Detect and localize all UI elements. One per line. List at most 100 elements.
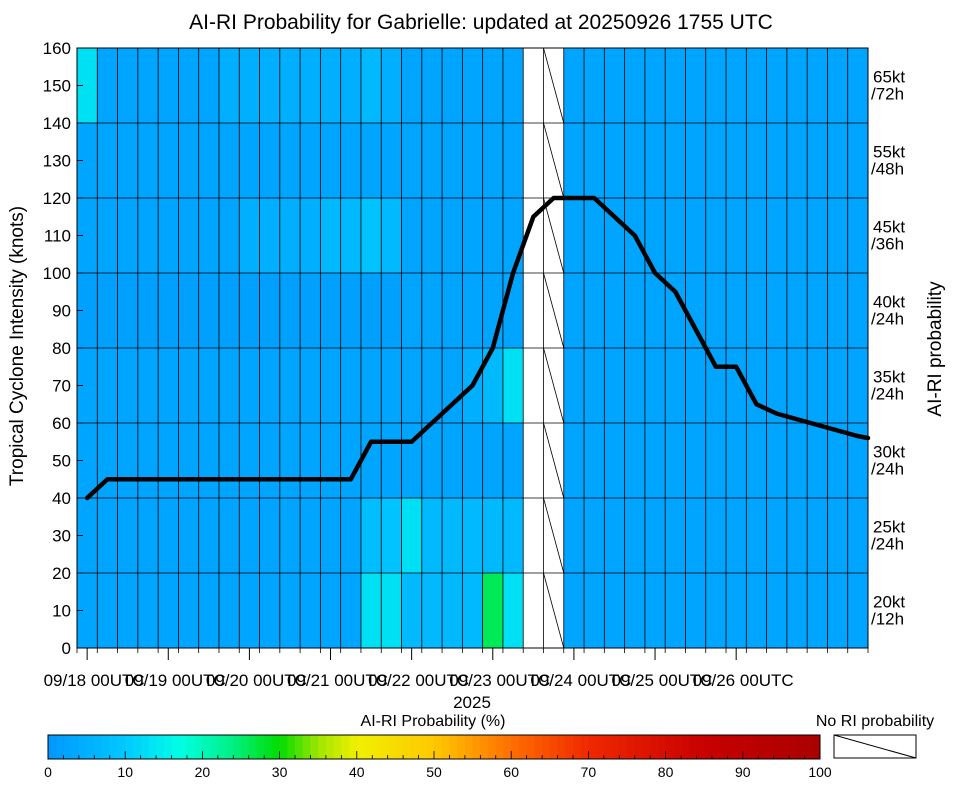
heatmap-cell	[786, 198, 808, 273]
colorbar-segment	[719, 735, 728, 759]
heatmap-cell	[259, 348, 281, 423]
heatmap-cell	[563, 423, 585, 498]
heatmap-cell	[381, 348, 402, 423]
heatmap-cell	[279, 573, 301, 648]
heatmap-cell	[218, 498, 240, 573]
heatmap-cell	[604, 273, 625, 348]
heatmap-cell	[644, 573, 666, 648]
heatmap-cell	[847, 498, 869, 573]
heatmap-cell	[786, 123, 808, 198]
colorbar-tick-label: 90	[735, 764, 751, 780]
heatmap-cell	[726, 498, 747, 573]
colorbar-tick-label: 50	[426, 764, 442, 780]
heatmap-cell	[77, 348, 98, 423]
heatmap-cell	[442, 348, 463, 423]
heatmap-cell	[786, 48, 808, 123]
heatmap-cell	[563, 198, 585, 273]
heatmap-cell	[279, 348, 301, 423]
colorbar-segment	[202, 735, 211, 759]
colorbar-segment	[325, 735, 335, 759]
heatmap-cell	[300, 273, 321, 348]
colorbar-segment	[572, 735, 582, 759]
heatmap-cell	[381, 273, 402, 348]
colorbar-segment	[696, 735, 705, 759]
heatmap-cell	[746, 423, 767, 498]
colorbar-tick-label: 70	[581, 764, 597, 780]
heatmap-cell	[320, 273, 341, 348]
heatmap-cell	[462, 498, 483, 573]
colorbar-segment	[349, 735, 358, 759]
colorbar: 0 10 20 30 40 50 60 70 80 90 100	[44, 734, 832, 780]
heatmap-cell	[624, 273, 646, 348]
heatmap-cell	[158, 48, 179, 123]
heatmap-cell	[442, 273, 463, 348]
heatmap-cell	[360, 273, 382, 348]
heatmap-cell	[726, 48, 747, 123]
heatmap-cell	[624, 423, 646, 498]
no-data-hatch	[543, 197, 565, 274]
heatmap-cell	[77, 498, 98, 573]
heatmap-cell	[178, 423, 199, 498]
band-threshold-label: 55kt	[873, 143, 905, 162]
heatmap-cell	[786, 573, 808, 648]
heatmap-cell	[279, 273, 301, 348]
colorbar-segment	[295, 735, 304, 759]
heatmap-cell	[300, 498, 321, 573]
heatmap-cell	[97, 498, 118, 573]
heatmap-cell	[827, 48, 849, 123]
heatmap-cell	[726, 198, 747, 273]
heatmap-cell	[77, 123, 98, 198]
colorbar-segment	[132, 735, 142, 759]
no-data-hatch	[543, 422, 565, 499]
heatmap-cell	[584, 48, 605, 123]
heatmap-cell	[624, 573, 646, 648]
heatmap-cell	[746, 273, 767, 348]
heatmap-cell	[360, 423, 382, 498]
colorbar-segment	[248, 735, 257, 759]
heatmap-cell	[563, 48, 585, 123]
colorbar-segment	[681, 735, 690, 759]
colorbar-segment	[518, 735, 528, 759]
heatmap-cell	[77, 573, 98, 648]
colorbar-segment	[194, 735, 203, 759]
heatmap-cell	[705, 198, 727, 273]
heatmap-cell	[178, 498, 199, 573]
heatmap-cell	[158, 273, 179, 348]
colorbar-segment	[657, 735, 666, 759]
heatmap-cell	[482, 423, 504, 498]
heatmap-cell	[117, 348, 139, 423]
colorbar-segment	[457, 735, 466, 759]
colorbar-segment	[256, 735, 265, 759]
heatmap-cell	[279, 423, 301, 498]
colorbar-segment	[634, 735, 643, 759]
colorbar-segment	[603, 735, 612, 759]
heatmap-cell	[766, 198, 788, 273]
heatmap-cell	[360, 48, 382, 123]
heatmap-cell	[218, 423, 240, 498]
colorbar-segment	[233, 735, 242, 759]
colorbar-segment	[665, 735, 674, 759]
y-tick-label: 120	[43, 189, 71, 208]
heatmap-cell	[786, 348, 808, 423]
colorbar-segment	[287, 735, 296, 759]
heatmap-cell	[482, 273, 504, 348]
heatmap-cell	[766, 348, 788, 423]
colorbar-segment	[403, 735, 412, 759]
heatmap-cell	[827, 573, 849, 648]
heatmap-cell	[401, 573, 423, 648]
heatmap-cell	[726, 273, 747, 348]
heatmap-cell	[502, 423, 524, 498]
heatmap-cell	[300, 198, 321, 273]
heatmap-cell	[766, 273, 788, 348]
heatmap-cell	[218, 198, 240, 273]
band-threshold-label: 35kt	[873, 368, 905, 387]
heatmap-cell	[239, 123, 260, 198]
intensity-series	[84, 195, 871, 501]
heatmap-cell	[685, 573, 707, 648]
heatmap-cell	[624, 348, 646, 423]
heatmap-cell	[705, 423, 727, 498]
heatmap-cell	[502, 348, 524, 423]
heatmap-cell	[847, 48, 869, 123]
heatmap-cell	[381, 423, 402, 498]
heatmap-cell	[340, 198, 362, 273]
